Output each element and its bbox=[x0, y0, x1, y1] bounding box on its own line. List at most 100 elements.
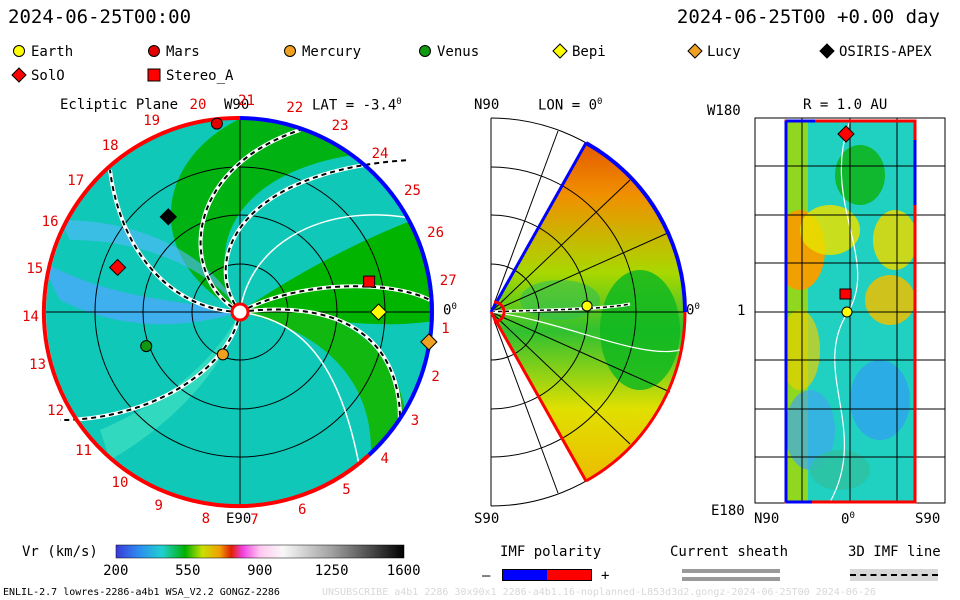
sphere-x-left: N90 bbox=[754, 511, 780, 527]
legend-marker-circle bbox=[419, 45, 431, 57]
legend-marker-diamond bbox=[687, 43, 703, 59]
sphere-stereo-a-marker bbox=[839, 288, 852, 300]
legend-marker-circle bbox=[148, 45, 160, 57]
legend-osiris-apex: OSIRIS-APEX bbox=[819, 40, 932, 60]
rotation-number: 9 bbox=[154, 498, 163, 515]
current-sheath-title: Current sheath bbox=[670, 544, 789, 560]
imf-minus-label: – bbox=[482, 568, 491, 584]
ecliptic-title: Ecliptic Plane bbox=[60, 97, 179, 113]
imf-negative-swatch bbox=[502, 569, 547, 581]
legend-solo: SolO bbox=[11, 64, 65, 84]
rotation-number: 7 bbox=[250, 512, 259, 529]
colorbar-tick-label: 1250 bbox=[314, 563, 349, 579]
legend-earth: Earth bbox=[12, 40, 73, 60]
colorbar-tick-label: 1600 bbox=[386, 563, 421, 579]
meridional-earth-marker bbox=[581, 300, 593, 312]
sphere-earth-marker bbox=[841, 306, 853, 318]
rotation-number: 5 bbox=[342, 481, 351, 498]
meridional-bottom-label: S90 bbox=[474, 511, 500, 527]
rotation-number: 21 bbox=[238, 93, 255, 110]
ecliptic-right-label: 00 bbox=[443, 302, 457, 319]
rotation-number: 12 bbox=[47, 402, 65, 419]
meridional-title: LON = 00 bbox=[538, 97, 603, 114]
rotation-number: 17 bbox=[67, 172, 85, 189]
rotation-number: 24 bbox=[371, 146, 389, 163]
footer-left: ENLIL-2.7 lowres-2286-a4b1 WSA_V2.2 GONG… bbox=[3, 587, 280, 598]
imf-polarity-title: IMF polarity bbox=[500, 544, 602, 560]
body-stereo-a bbox=[363, 275, 376, 288]
legend-label: Stereo_A bbox=[166, 68, 234, 84]
rotation-number: 27 bbox=[439, 272, 457, 289]
body-bepi bbox=[369, 303, 388, 321]
legend-label: SolO bbox=[31, 68, 65, 84]
colorbar-tick-label: 550 bbox=[175, 563, 201, 579]
rotation-number: 16 bbox=[41, 214, 59, 231]
rotation-number: 3 bbox=[410, 413, 420, 430]
legend-bepi: Bepi bbox=[552, 40, 606, 60]
rotation-number: 15 bbox=[26, 260, 44, 277]
imf-plus-label: + bbox=[601, 568, 610, 584]
footer-right: UNSUBSCRIBE a4b1 2286 30x90x1 2286-a4b1.… bbox=[322, 587, 876, 598]
body-lucy bbox=[420, 333, 438, 351]
ecliptic-lat: LAT = -3.40 bbox=[312, 97, 402, 114]
rotation-number: 4 bbox=[380, 451, 389, 468]
legend-marker-square bbox=[147, 68, 161, 82]
rotation-number: 23 bbox=[331, 118, 349, 135]
meridional-right-label: 00 bbox=[686, 302, 700, 319]
rotation-number: 20 bbox=[189, 97, 207, 114]
colorbar-tick-label: 900 bbox=[247, 563, 273, 579]
rotation-number: 11 bbox=[75, 442, 92, 459]
ecliptic-bottom-label: E90 bbox=[226, 511, 252, 527]
rotation-number: 26 bbox=[427, 225, 445, 242]
legend-label: Bepi bbox=[572, 44, 606, 60]
rotation-number: 8 bbox=[201, 510, 210, 527]
header-right-time: 2024-06-25T00 +0.00 day bbox=[676, 6, 940, 28]
rotation-number: 18 bbox=[101, 138, 119, 155]
legend-stereo-a: Stereo_A bbox=[147, 64, 233, 84]
header-left-time: 2024-06-25T00:00 bbox=[8, 6, 192, 28]
current-sheath-swatch bbox=[682, 569, 780, 581]
rotation-number: 10 bbox=[111, 475, 129, 492]
meridional-top-label: N90 bbox=[474, 97, 500, 113]
legend-marker-circle bbox=[13, 45, 25, 57]
rotation-number: 2 bbox=[431, 369, 440, 386]
body-venus bbox=[140, 340, 153, 353]
legend-label: Mercury bbox=[302, 44, 362, 60]
legend-mercury: Mercury bbox=[283, 40, 361, 60]
body-mercury bbox=[216, 348, 229, 361]
sphere-solo-marker bbox=[837, 125, 855, 143]
rotation-number: 19 bbox=[143, 112, 161, 129]
sphere-bottom-label: E180 bbox=[711, 503, 745, 519]
colorbar-title: Vr (km/s) bbox=[22, 544, 98, 560]
legend-label: Venus bbox=[437, 44, 480, 60]
imf-3d-title: 3D IMF line bbox=[848, 544, 941, 560]
sphere-x-right: S90 bbox=[915, 511, 941, 527]
body-solo bbox=[108, 258, 127, 277]
rotation-number: 14 bbox=[22, 309, 39, 326]
body-mars bbox=[210, 117, 223, 130]
sphere-x-mid: 00 bbox=[841, 511, 855, 528]
colorbar-tick-label: 200 bbox=[103, 563, 129, 579]
body-osiris-apex bbox=[159, 208, 177, 226]
imf-positive-swatch bbox=[547, 569, 592, 581]
legend-lucy: Lucy bbox=[687, 40, 741, 60]
legend-label: Earth bbox=[31, 44, 74, 60]
legend-label: OSIRIS-APEX bbox=[839, 44, 932, 60]
legend-marker-diamond bbox=[552, 43, 568, 59]
rotation-number: 22 bbox=[286, 100, 304, 117]
rotation-number: 13 bbox=[29, 357, 46, 374]
sphere-top-label: W180 bbox=[707, 103, 741, 119]
legend-marker-diamond bbox=[11, 67, 27, 83]
sphere-title: R = 1.0 AU bbox=[803, 97, 888, 113]
rotation-number: 1 bbox=[441, 321, 450, 338]
rotation-number: 6 bbox=[298, 502, 307, 519]
legend-marker-diamond bbox=[819, 43, 835, 59]
rotation-number: 25 bbox=[404, 182, 421, 199]
ecliptic-top-label: W90 bbox=[224, 97, 250, 113]
sphere-mid-label: 1 bbox=[737, 303, 746, 319]
legend-venus: Venus bbox=[418, 40, 479, 60]
